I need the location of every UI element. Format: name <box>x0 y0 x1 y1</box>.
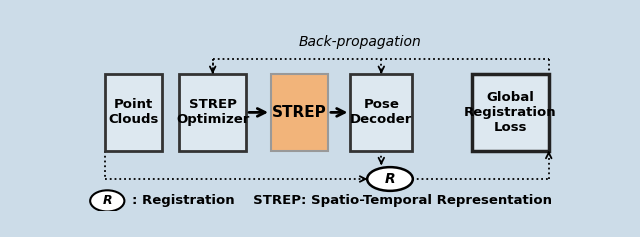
FancyBboxPatch shape <box>105 74 162 151</box>
Text: Global
Registration
Loss: Global Registration Loss <box>464 91 557 134</box>
Ellipse shape <box>367 167 413 191</box>
Ellipse shape <box>90 190 124 211</box>
Text: STREP: STREP <box>272 105 327 120</box>
FancyBboxPatch shape <box>271 74 328 151</box>
FancyBboxPatch shape <box>472 74 548 151</box>
FancyBboxPatch shape <box>179 74 246 151</box>
Text: R: R <box>102 194 112 207</box>
Text: Back-propagation: Back-propagation <box>299 35 422 49</box>
Text: STREP
Optimizer: STREP Optimizer <box>176 98 250 126</box>
Text: Point
Clouds: Point Clouds <box>108 98 159 126</box>
Text: Pose
Decoder: Pose Decoder <box>350 98 413 126</box>
Text: R: R <box>385 172 396 186</box>
FancyBboxPatch shape <box>350 74 412 151</box>
Text: : Registration    STREP: Spatio-Temporal Representation: : Registration STREP: Spatio-Temporal Re… <box>132 194 552 207</box>
